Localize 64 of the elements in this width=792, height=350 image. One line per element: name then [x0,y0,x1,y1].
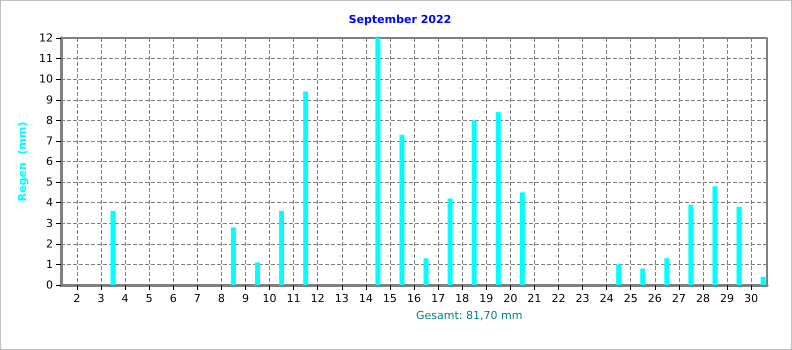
bar [472,120,477,285]
bar [254,262,260,285]
x-tick-label: 17 [431,292,446,305]
x-tick-label: 29 [720,292,734,305]
y-tick-label: 5 [46,176,53,189]
y-tick-label: 4 [46,196,53,210]
x-tick-label: 5 [146,292,153,305]
x-tick-label: 26 [648,292,662,305]
y-tick-label: 6 [46,155,53,168]
bar [230,227,236,285]
y-tick-label: 11 [39,52,53,66]
y-tick-label: 12 [39,32,53,44]
x-tick-label: 21 [527,292,542,305]
x-tick-label: 24 [600,292,614,305]
bar [712,186,718,285]
x-tick-label: 25 [624,292,638,305]
x-tick-label: 10 [262,292,277,305]
bar [303,92,308,285]
x-tick-label: 18 [455,292,470,305]
y-tick-label: 8 [46,114,53,127]
bar [688,204,694,285]
x-tick-label: 8 [218,292,225,305]
bar [640,268,646,285]
x-tick-label: 15 [382,292,397,305]
x-tick-label: 16 [407,292,421,305]
bar [110,210,116,285]
x-tick-label: 7 [194,292,201,305]
x-tick-label: 20 [503,292,518,305]
bar [399,134,404,285]
x-tick-label: 9 [242,292,249,305]
y-axis-title: Regen (mm) [16,122,30,202]
bar [520,192,525,285]
y-tick-label: 9 [46,93,53,106]
x-tick-label: 22 [551,292,566,305]
bar [279,210,284,285]
x-tick-label: 19 [479,292,494,305]
x-tick-label: 3 [97,292,104,305]
bar [616,264,622,285]
bar [375,38,380,285]
bar [664,258,670,285]
y-tick-label: 1 [46,258,53,271]
x-tick-label: 11 [286,292,301,305]
bar [448,198,453,285]
text: Gesamt: 81,70 mm [416,309,522,322]
x-tick-label: 13 [334,292,349,305]
y-tick-label: 10 [39,72,53,86]
x-tick-label: 14 [358,292,373,305]
y-tick-label: 7 [46,134,53,148]
x-tick-label: 12 [310,292,325,305]
bar [760,276,766,285]
x-tick-label: 27 [672,292,686,305]
y-tick-label: 2 [46,237,53,250]
x-tick-label: 2 [73,292,80,305]
x-tick-label: 28 [696,292,710,305]
bar [496,112,501,285]
chart-title: September 2022 [348,13,452,26]
x-tick-label: 4 [122,292,129,305]
x-tick-label: 23 [576,292,590,305]
x-tick-label: 6 [170,292,177,305]
bar [736,206,742,285]
y-tick-label: 0 [46,278,53,292]
y-tick-label: 3 [46,216,53,230]
bar [424,258,429,285]
x-tick-label: 30 [744,292,758,305]
